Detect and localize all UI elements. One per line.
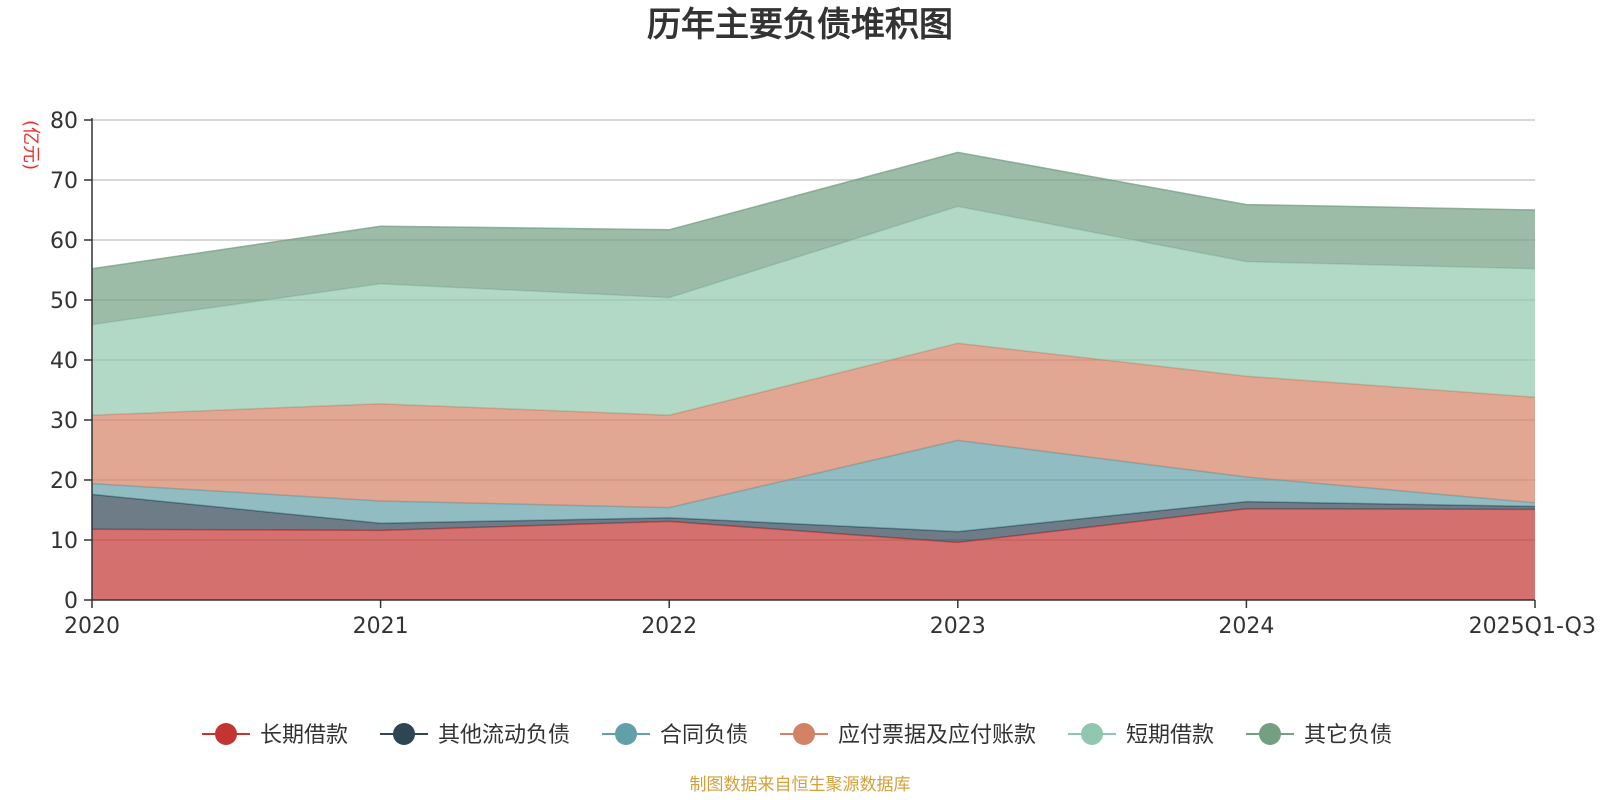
legend-label: 其它负债 xyxy=(1304,723,1392,748)
y-tick-label: 20 xyxy=(50,469,78,494)
x-tick-label: 2021 xyxy=(353,614,409,639)
legend-item-5[interactable]: 其它负债 xyxy=(1246,723,1392,748)
x-tick-label: 2025Q1-Q3 xyxy=(1469,614,1596,639)
legend-label: 其他流动负债 xyxy=(438,723,570,748)
area-series-layer xyxy=(91,151,1536,600)
legend-marker xyxy=(393,723,415,745)
y-tick-label: 0 xyxy=(64,589,78,614)
legend-item-3[interactable]: 应付票据及应付账款 xyxy=(780,723,1036,748)
x-tick-label: 2023 xyxy=(930,614,986,639)
y-tick-label: 50 xyxy=(50,289,78,314)
legend-item-2[interactable]: 合同负债 xyxy=(602,723,748,748)
legend-item-4[interactable]: 短期借款 xyxy=(1068,723,1214,748)
series-5 xyxy=(91,151,1536,325)
axes: 0 10 20 30 40 50 60 70 80 2020 2021 2022 2023 2024 202… xyxy=(50,109,1596,639)
x-tick-label: 2022 xyxy=(641,614,697,639)
legend-label: 长期借款 xyxy=(260,723,348,748)
line-其它负债 xyxy=(91,151,1536,270)
y-axis-unit-label: (亿元) xyxy=(20,120,41,170)
y-tick-label: 30 xyxy=(50,409,78,434)
legend: 长期借款 其他流动负债 合同负债 应付票据及应付账款 短期借款 其它负债 xyxy=(202,723,1392,748)
area-长期借款 xyxy=(92,508,1535,600)
y-tick-label: 60 xyxy=(50,229,78,254)
chart-title: 历年主要负债堆积图 xyxy=(647,5,953,45)
y-tick-label: 80 xyxy=(50,109,78,134)
legend-label: 应付票据及应付账款 xyxy=(838,723,1036,748)
y-tick-label: 70 xyxy=(50,169,78,194)
area-应付票据及应付账款 xyxy=(92,343,1535,508)
source-note: 制图数据来自恒生聚源数据库 xyxy=(690,775,911,795)
legend-marker xyxy=(215,723,237,745)
legend-label: 短期借款 xyxy=(1126,723,1214,748)
area-合同负债 xyxy=(92,440,1535,532)
legend-item-1[interactable]: 其他流动负债 xyxy=(380,723,570,748)
legend-marker xyxy=(793,723,815,745)
x-tick-label: 2020 xyxy=(64,614,120,639)
area-其它负债 xyxy=(92,152,1535,325)
legend-marker xyxy=(1259,723,1281,745)
legend-marker xyxy=(615,723,637,745)
legend-marker xyxy=(1081,723,1103,745)
y-tick-label: 10 xyxy=(50,529,78,554)
legend-label: 合同负债 xyxy=(660,723,748,748)
x-tick-label: 2024 xyxy=(1218,614,1274,639)
area-短期借款 xyxy=(92,206,1535,416)
legend-item-0[interactable]: 长期借款 xyxy=(202,723,348,748)
y-tick-label: 40 xyxy=(50,349,78,374)
